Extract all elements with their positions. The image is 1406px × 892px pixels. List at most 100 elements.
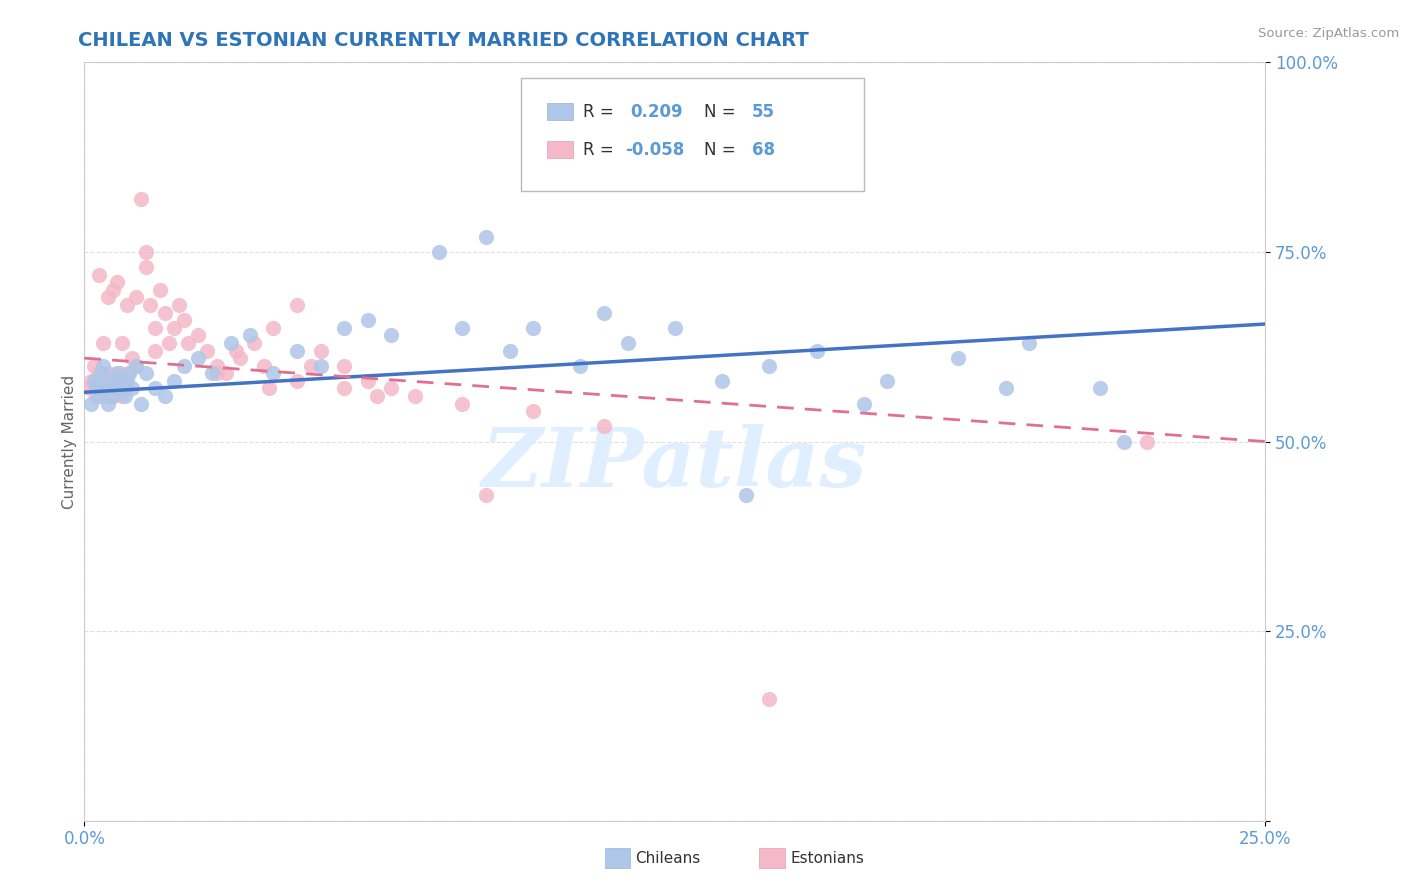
Point xyxy=(758,359,780,373)
Point xyxy=(205,359,228,373)
Point xyxy=(107,275,129,289)
Point xyxy=(111,389,134,403)
Point xyxy=(163,374,186,388)
Point xyxy=(125,291,148,305)
Point xyxy=(173,359,195,373)
Point xyxy=(173,313,195,327)
Bar xyxy=(547,103,574,120)
Point xyxy=(118,366,141,380)
Point xyxy=(143,382,166,396)
Text: -0.058: -0.058 xyxy=(626,141,685,159)
Point xyxy=(451,396,474,410)
Point xyxy=(163,320,186,334)
Point xyxy=(522,404,544,418)
Point xyxy=(129,396,152,410)
Point xyxy=(734,487,756,501)
Point xyxy=(299,359,322,373)
Point xyxy=(357,374,380,388)
Point xyxy=(309,343,332,358)
Point xyxy=(187,351,209,366)
Point xyxy=(451,320,474,334)
Point xyxy=(108,366,131,380)
Point xyxy=(98,374,121,388)
Point xyxy=(229,351,252,366)
Point xyxy=(97,291,120,305)
Point xyxy=(121,351,143,366)
Point xyxy=(97,396,120,410)
Point xyxy=(616,335,638,350)
Point xyxy=(91,374,114,388)
Point xyxy=(90,366,112,380)
Point xyxy=(101,389,124,403)
Point xyxy=(711,374,734,388)
Point xyxy=(90,382,112,396)
Point xyxy=(153,305,176,319)
Point xyxy=(285,343,308,358)
Point xyxy=(87,389,110,403)
Point xyxy=(201,366,224,380)
Point xyxy=(114,374,136,388)
Point xyxy=(139,298,162,312)
Point xyxy=(104,374,127,388)
Bar xyxy=(547,141,574,158)
Text: Source: ZipAtlas.com: Source: ZipAtlas.com xyxy=(1258,27,1399,40)
Point xyxy=(115,382,138,396)
Point xyxy=(153,389,176,403)
Point xyxy=(404,389,426,403)
Point xyxy=(157,335,180,350)
Point xyxy=(593,419,616,434)
Point xyxy=(80,396,103,410)
Point xyxy=(125,359,148,373)
Point xyxy=(135,366,157,380)
Point xyxy=(177,335,200,350)
Point xyxy=(101,283,124,297)
Point xyxy=(522,320,544,334)
Point xyxy=(118,366,141,380)
Point xyxy=(125,359,148,373)
FancyBboxPatch shape xyxy=(522,78,863,191)
Point xyxy=(143,320,166,334)
Point xyxy=(107,382,129,396)
Point xyxy=(257,382,280,396)
Point xyxy=(104,382,127,396)
Point xyxy=(215,366,238,380)
Point xyxy=(285,374,308,388)
Point xyxy=(498,343,520,358)
Point xyxy=(366,389,388,403)
Point xyxy=(83,359,105,373)
Point xyxy=(84,389,107,403)
Point xyxy=(94,382,117,396)
Text: Chileans: Chileans xyxy=(636,851,700,865)
Text: ZIPatlas: ZIPatlas xyxy=(482,425,868,504)
Point xyxy=(262,366,284,380)
Point xyxy=(593,305,616,319)
Point xyxy=(225,343,247,358)
Point xyxy=(852,396,875,410)
Point xyxy=(91,335,114,350)
Point xyxy=(98,382,121,396)
Point xyxy=(114,389,136,403)
Point xyxy=(129,192,152,206)
Point xyxy=(135,244,157,259)
Point xyxy=(333,320,356,334)
Text: N =: N = xyxy=(704,103,741,120)
Y-axis label: Currently Married: Currently Married xyxy=(62,375,77,508)
Point xyxy=(994,382,1017,396)
Point xyxy=(111,382,134,396)
Point xyxy=(91,359,114,373)
Point xyxy=(149,283,172,297)
Point xyxy=(1018,335,1040,350)
Point xyxy=(135,260,157,274)
Point xyxy=(94,389,117,403)
Point xyxy=(83,374,105,388)
Point xyxy=(333,359,356,373)
Point xyxy=(84,382,107,396)
Point xyxy=(97,366,120,380)
Point xyxy=(1088,382,1111,396)
Point xyxy=(107,366,129,380)
Point xyxy=(121,382,143,396)
Point xyxy=(187,328,209,343)
Point xyxy=(948,351,970,366)
Text: CHILEAN VS ESTONIAN CURRENTLY MARRIED CORRELATION CHART: CHILEAN VS ESTONIAN CURRENTLY MARRIED CO… xyxy=(79,30,810,50)
Point xyxy=(115,374,138,388)
